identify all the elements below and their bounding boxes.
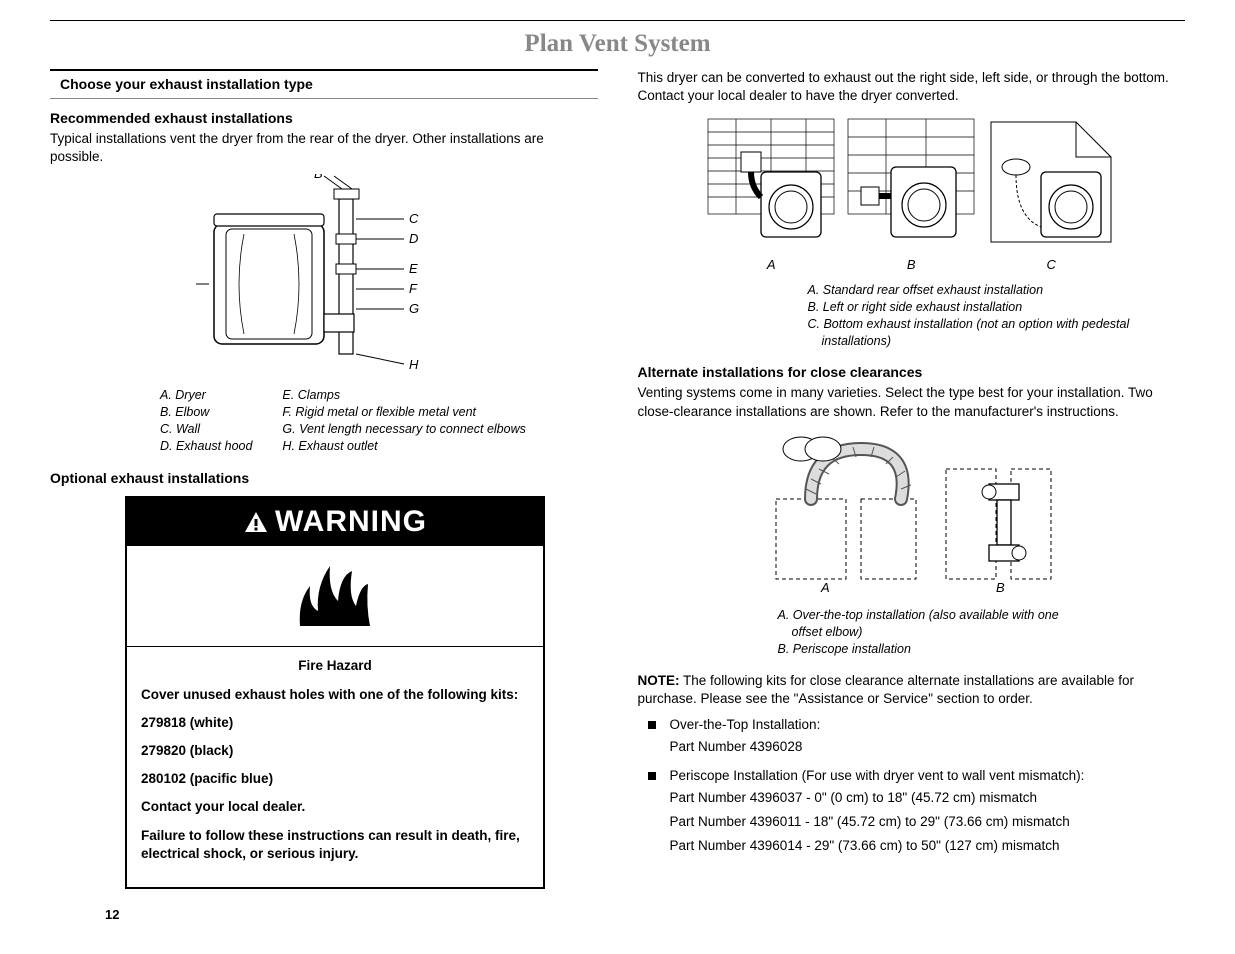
svg-text:A: A	[194, 276, 195, 291]
svg-text:D: D	[409, 231, 418, 246]
legend-item: A. Dryer	[160, 387, 252, 404]
close-clearance-diagram: A B	[638, 429, 1186, 599]
legend-item: F. Rigid metal or flexible metal vent	[282, 404, 525, 421]
pair-caption: A. Over-the-top installation (also avail…	[778, 607, 1078, 658]
recommended-text: Typical installations vent the dryer fro…	[50, 130, 598, 166]
note-paragraph: NOTE: The following kits for close clear…	[638, 672, 1186, 708]
legend-item: D. Exhaust hood	[160, 438, 252, 455]
svg-text:E: E	[409, 261, 418, 276]
kit-list: Over-the-Top Installation: Part Number 4…	[648, 716, 1186, 861]
warning-line: 279820 (black)	[141, 742, 529, 760]
warning-header-text: WARNING	[275, 502, 427, 543]
diagram-legend: A. Dryer B. Elbow C. Wall D. Exhaust hoo…	[50, 387, 598, 455]
legend-item: C. Wall	[160, 421, 252, 438]
legend-item: B. Elbow	[160, 404, 252, 421]
note-label: NOTE:	[638, 673, 680, 688]
kit-item: Over-the-Top Installation: Part Number 4…	[648, 716, 1186, 762]
bullet-icon	[648, 721, 656, 729]
kit-item: Periscope Installation (For use with dry…	[648, 767, 1186, 862]
columns: Choose your exhaust installation type Re…	[50, 69, 1185, 889]
page-title: Plan Vent System	[50, 27, 1185, 61]
warning-body: Fire Hazard Cover unused exhaust holes w…	[127, 647, 543, 887]
top-rule	[50, 20, 1185, 21]
alert-icon	[243, 510, 269, 534]
caption-line: A. Over-the-top installation (also avail…	[778, 607, 1078, 641]
svg-text:B: B	[996, 580, 1005, 594]
legend-item: G. Vent length necessary to connect elbo…	[282, 421, 525, 438]
triple-installation-diagram: A	[638, 117, 1186, 274]
fig-label-a: A	[706, 256, 836, 274]
intro-text: This dryer can be converted to exhaust o…	[638, 69, 1186, 105]
svg-text:C: C	[409, 211, 419, 226]
kit-line: Part Number 4396011 - 18" (45.72 cm) to …	[670, 813, 1186, 831]
warning-line: 280102 (pacific blue)	[141, 770, 529, 788]
dryer-rear-diagram: A B C D E F G H	[50, 174, 598, 379]
warning-box: WARNING Fire Hazard Cover unused exhaust…	[125, 496, 545, 889]
kit-line: Part Number 4396028	[670, 738, 1186, 756]
fig-label-c: C	[986, 256, 1116, 274]
optional-heading: Optional exhaust installations	[50, 469, 598, 488]
caption-line: B. Left or right side exhaust installati…	[808, 299, 1148, 316]
alternate-text: Venting systems come in many varieties. …	[638, 384, 1186, 420]
warning-line: Failure to follow these instructions can…	[141, 827, 529, 863]
note-text: The following kits for close clearance a…	[638, 673, 1135, 706]
page-number: 12	[105, 906, 119, 924]
alternate-heading: Alternate installations for close cleara…	[638, 363, 1186, 382]
svg-text:H: H	[409, 357, 419, 372]
section-bar: Choose your exhaust installation type	[50, 69, 598, 99]
warning-line: Cover unused exhaust holes with one of t…	[141, 686, 529, 704]
caption-line: C. Bottom exhaust installation (not an o…	[808, 316, 1148, 350]
svg-text:A: A	[820, 580, 830, 594]
kit-title: Periscope Installation (For use with dry…	[670, 767, 1186, 785]
svg-text:B: B	[314, 174, 323, 181]
right-column: This dryer can be converted to exhaust o…	[638, 69, 1186, 889]
svg-text:F: F	[409, 281, 418, 296]
warning-title: Fire Hazard	[141, 657, 529, 675]
triple-caption: A. Standard rear offset exhaust installa…	[808, 282, 1148, 350]
kit-title: Over-the-Top Installation:	[670, 716, 1186, 734]
recommended-heading: Recommended exhaust installations	[50, 109, 598, 128]
warning-line: Contact your local dealer.	[141, 798, 529, 816]
kit-line: Part Number 4396037 - 0" (0 cm) to 18" (…	[670, 789, 1186, 807]
fire-icon	[290, 556, 380, 631]
legend-item: H. Exhaust outlet	[282, 438, 525, 455]
kit-line: Part Number 4396014 - 29" (73.66 cm) to …	[670, 837, 1186, 855]
svg-text:G: G	[409, 301, 419, 316]
caption-line: B. Periscope installation	[778, 641, 1078, 658]
bullet-icon	[648, 772, 656, 780]
caption-line: A. Standard rear offset exhaust installa…	[808, 282, 1148, 299]
legend-item: E. Clamps	[282, 387, 525, 404]
warning-line: 279818 (white)	[141, 714, 529, 732]
warning-header: WARNING	[127, 498, 543, 547]
left-column: Choose your exhaust installation type Re…	[50, 69, 598, 889]
fire-icon-row	[127, 546, 543, 647]
fig-label-b: B	[846, 256, 976, 274]
